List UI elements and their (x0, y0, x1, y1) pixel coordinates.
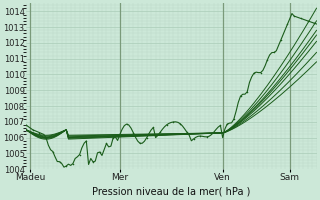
X-axis label: Pression niveau de la mer( hPa ): Pression niveau de la mer( hPa ) (92, 187, 251, 197)
